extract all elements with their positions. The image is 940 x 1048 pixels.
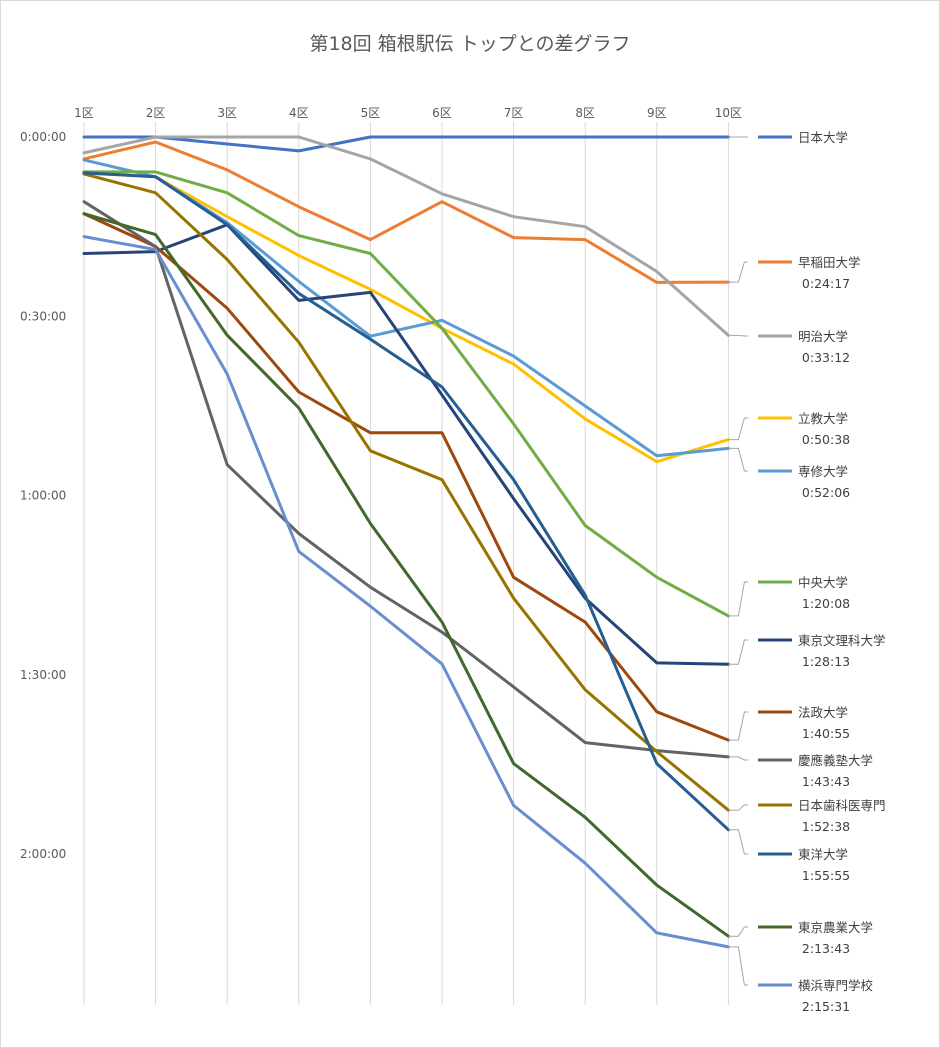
legend-series-time: 0:24:17 <box>802 276 850 291</box>
legend-series-name: 横浜専門学校 <box>798 978 874 993</box>
legend-leader-line <box>728 417 748 441</box>
series-line <box>82 212 730 742</box>
y-axis-ticks: 0:00:00 0:30:00 1:00:00 1:30:00 2:00:00 <box>20 130 66 861</box>
legend-series-time: 2:13:43 <box>802 941 850 956</box>
y-tick-label: 2:00:00 <box>20 847 66 861</box>
legend-series-time: 1:28:13 <box>802 654 850 669</box>
y-tick-label: 1:00:00 <box>20 489 66 503</box>
legend-leader-line <box>728 261 748 283</box>
legend-leader-line <box>728 447 748 472</box>
series-line <box>82 135 730 337</box>
legend-leader-line <box>728 804 748 811</box>
legend-series-name: 明治大学 <box>798 329 848 344</box>
legend-series-name: 東京農業大学 <box>798 920 873 935</box>
legend-series-name: 早稲田大学 <box>798 255 861 270</box>
legend-series-time: 1:55:55 <box>802 868 850 883</box>
series-line <box>82 235 730 949</box>
legend-series-time: 2:15:31 <box>802 999 850 1014</box>
legend-series-name: 立教大学 <box>798 411 848 426</box>
series-line <box>82 171 730 832</box>
legend-series-time: 0:50:38 <box>802 432 850 447</box>
legend-leader-line <box>728 829 748 855</box>
x-tick-label: 2区 <box>146 106 166 120</box>
y-tick-label: 0:30:00 <box>20 309 66 323</box>
series-line <box>82 140 730 284</box>
y-tick-label: 1:30:00 <box>20 668 66 682</box>
x-tick-label: 9区 <box>647 106 667 120</box>
x-axis-ticks: 1区 2区 3区 4区 5区 6区 7区 8区 9区 10区 <box>74 106 742 120</box>
legend-series-time: 0:52:06 <box>802 485 850 500</box>
legend-series-name: 東洋大学 <box>798 847 848 862</box>
legend-series-name: 慶應義塾大学 <box>798 753 873 768</box>
legend-leader-line <box>728 756 748 761</box>
series-line <box>82 200 730 759</box>
series-line <box>82 223 730 666</box>
legend-series-time: 0:33:12 <box>802 350 850 365</box>
x-tick-label: 4区 <box>289 106 309 120</box>
series-line <box>82 212 730 938</box>
legend-series-name: 中央大学 <box>798 575 848 590</box>
legend-leader-line <box>728 581 748 617</box>
legend-series-name: 日本大学 <box>798 130 848 145</box>
legend-series-time: 1:43:43 <box>802 774 850 789</box>
x-tick-label: 1区 <box>74 106 94 120</box>
x-tick-label: 3区 <box>217 106 237 120</box>
series-line <box>82 170 730 618</box>
legend-series-time: 1:40:55 <box>802 726 850 741</box>
y-tick-label: 0:00:00 <box>20 130 66 144</box>
legend-leader-line <box>728 946 748 986</box>
x-tick-label: 8区 <box>575 106 595 120</box>
series-line <box>82 172 730 812</box>
legend-series-name: 東京文理科大学 <box>798 633 886 648</box>
series-lines <box>82 135 730 949</box>
legend-series-name: 法政大学 <box>798 705 848 720</box>
x-tick-label: 7区 <box>504 106 524 120</box>
legend-leader-line <box>728 334 748 337</box>
grid-lines <box>83 122 729 1005</box>
legend-series-time: 1:52:38 <box>802 819 850 834</box>
legend-leader-line <box>728 926 748 937</box>
x-tick-label: 5区 <box>361 106 381 120</box>
legend-series-time: 1:20:08 <box>802 596 850 611</box>
x-tick-label: 6区 <box>432 106 452 120</box>
x-tick-label: 10区 <box>715 106 742 120</box>
chart-title: 第18回 箱根駅伝 トップとの差グラフ <box>309 33 630 55</box>
series-line <box>82 171 730 464</box>
legend-series-name: 専修大学 <box>798 464 848 479</box>
legend-series-name: 日本歯科医専門 <box>798 798 886 813</box>
legend-leader-line <box>728 711 748 741</box>
legend-leader-line <box>728 639 748 665</box>
series-line <box>82 135 730 153</box>
